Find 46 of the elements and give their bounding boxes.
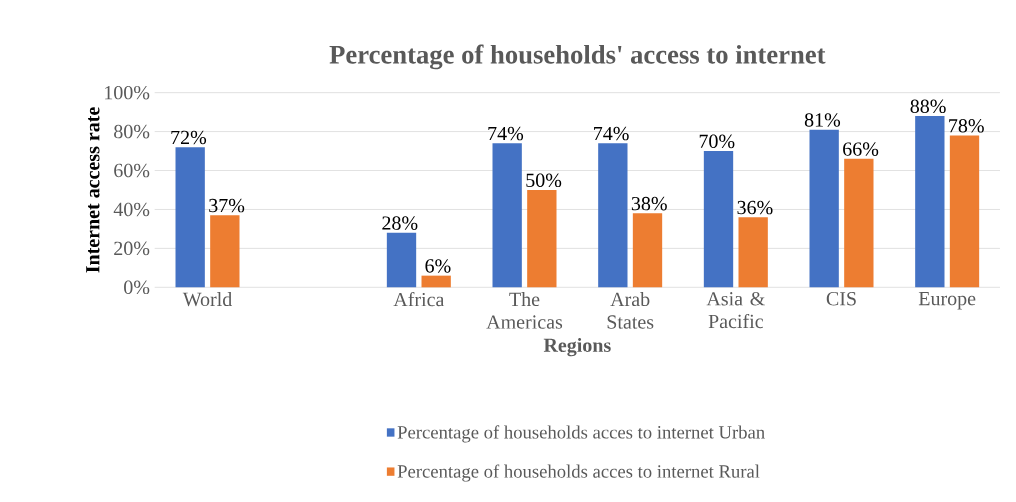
bar (703, 151, 734, 288)
bar (386, 232, 417, 288)
data-label: 36% (737, 200, 773, 215)
bar (949, 135, 980, 288)
y-tick-label: 100% (105, 85, 150, 100)
data-label: 72% (171, 130, 207, 145)
bar (844, 158, 874, 288)
data-label: 78% (949, 118, 984, 133)
x-tick-label: Europe (918, 292, 976, 310)
bar (527, 189, 557, 288)
data-label: 50% (526, 173, 562, 188)
bar (915, 116, 945, 288)
data-label: 37% (209, 198, 245, 213)
bar (210, 215, 240, 288)
data-label: 81% (804, 113, 841, 127)
data-label: 88% (910, 99, 946, 114)
x-tick-label: CIS (826, 292, 856, 306)
bar (492, 143, 522, 288)
data-label: 74% (594, 126, 629, 141)
x-tick-label: Asia & Pacific (706, 292, 765, 329)
bar (175, 147, 205, 288)
chart-title: Percentage of households' access to internet (329, 44, 826, 70)
x-tick-label: Africa (393, 292, 445, 307)
data-label: 70% (699, 134, 735, 149)
y-tick-label: 80% (114, 124, 150, 139)
data-label: 38% (631, 196, 667, 211)
data-label: 28% (382, 216, 418, 230)
bar (738, 217, 768, 288)
legend-label: Percentage of households acces to internet Rural (397, 464, 760, 482)
bar (421, 275, 451, 288)
legend-label: Percentage of households acces to internet Urban (397, 425, 765, 443)
y-axis-title: Internet access rate (86, 107, 100, 273)
data-label: 66% (843, 142, 879, 156)
y-tick-label: 40% (113, 202, 150, 217)
x-axis-title: Regions (543, 337, 611, 357)
x-tick-label: The Americas (486, 292, 563, 329)
y-tick-label: 20% (114, 241, 150, 256)
y-tick-label: 0% (124, 280, 150, 295)
x-tick-label: Arab States (607, 292, 654, 329)
bar (809, 129, 839, 288)
data-label: 74% (488, 126, 524, 141)
y-tick-label: 60% (114, 163, 150, 178)
bar (598, 143, 628, 288)
data-label: 6% (425, 259, 451, 273)
x-tick-label: World (182, 292, 233, 307)
bar (632, 213, 663, 288)
